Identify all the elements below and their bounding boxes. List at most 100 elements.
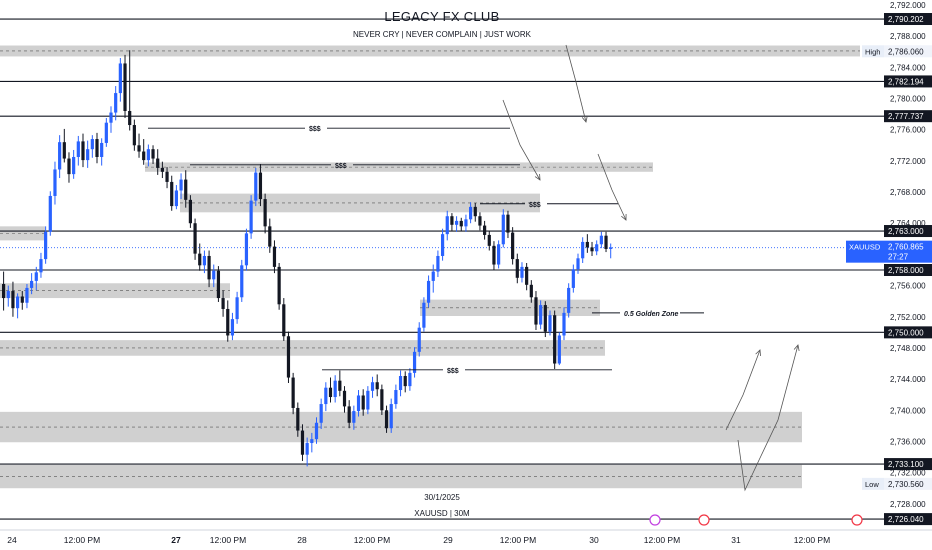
- candle-body: [286, 336, 291, 378]
- candle-body: [422, 302, 426, 328]
- candle-body: [16, 296, 20, 309]
- y-tick-label: 2,768.000: [890, 188, 926, 197]
- candle-body: [114, 93, 118, 113]
- level-tag-label: 2,750.000: [888, 328, 924, 337]
- y-tick-label: 2,792.000: [890, 1, 926, 10]
- level-tag-bg: [884, 513, 932, 526]
- candle-body: [380, 389, 384, 411]
- candle: [356, 390, 361, 417]
- candle-body: [198, 253, 202, 266]
- candle: [305, 437, 309, 467]
- candle-body: [174, 190, 178, 207]
- annotation-label: $$$: [529, 202, 541, 209]
- candle-body: [464, 219, 468, 227]
- candle-body: [366, 390, 370, 410]
- candle-body: [72, 156, 76, 175]
- candle: [226, 300, 230, 342]
- projection-arrow: [737, 344, 799, 492]
- candle-body: [44, 231, 48, 260]
- candle-body: [548, 315, 552, 332]
- candle-body: [30, 280, 34, 288]
- candle: [44, 226, 48, 264]
- candle: [599, 231, 603, 249]
- candle: [198, 243, 202, 271]
- candle: [557, 332, 561, 366]
- level-tag-bg: [884, 110, 932, 123]
- candle: [258, 164, 263, 207]
- date-note: 30/1/2025: [424, 493, 460, 502]
- candle: [76, 135, 80, 166]
- high-tag-bg: [862, 45, 884, 58]
- x-tick-label: 31: [731, 535, 741, 545]
- y-tick-label: 2,784.000: [890, 63, 926, 72]
- candle-body: [184, 179, 188, 200]
- candle-body: [356, 395, 361, 412]
- candle: [478, 212, 482, 231]
- candle: [445, 210, 449, 241]
- candle: [333, 375, 337, 403]
- candle-body: [258, 172, 263, 200]
- candle: [254, 167, 258, 207]
- candle: [515, 253, 519, 284]
- level-tag-bg: [884, 13, 932, 26]
- candle: [81, 133, 85, 168]
- candle: [366, 386, 370, 415]
- candle: [319, 398, 323, 429]
- candle-body: [431, 271, 435, 281]
- candles-layer: [2, 50, 613, 467]
- candle-body: [95, 139, 99, 157]
- candle-body: [440, 234, 445, 256]
- candle-body: [20, 296, 24, 303]
- level-tag-label: 2,733.100: [888, 460, 924, 469]
- event-icon: [698, 514, 710, 526]
- candle-body: [553, 315, 557, 364]
- candle: [422, 297, 426, 332]
- candle-body: [137, 145, 141, 152]
- candle: [34, 266, 38, 291]
- candle-body: [370, 382, 375, 391]
- candle: [174, 185, 178, 210]
- y-tick-label: 2,752.000: [890, 313, 926, 322]
- candle-body: [226, 308, 230, 336]
- candle-body: [67, 158, 71, 175]
- candle-body: [473, 206, 477, 217]
- candle-body: [525, 266, 529, 285]
- candle-body: [277, 266, 281, 305]
- candle-body: [291, 377, 295, 408]
- candle: [193, 218, 197, 260]
- y-tick-label: 2,728.000: [890, 500, 926, 509]
- candle: [483, 220, 487, 240]
- candle-body: [352, 411, 356, 423]
- candle: [389, 398, 393, 433]
- price-axis[interactable]: 2,728.000 2,732.000 2,736.000 2,740.000 2,74…: [846, 0, 932, 550]
- candle-body: [160, 167, 164, 172]
- candle: [571, 264, 575, 293]
- candle-body: [170, 181, 174, 207]
- candle: [473, 202, 477, 222]
- levels-layer: [0, 18, 884, 520]
- candle-body: [562, 312, 566, 336]
- candle: [221, 290, 225, 317]
- candle-body: [501, 214, 505, 245]
- candle: [137, 133, 141, 158]
- candle-body: [534, 297, 538, 325]
- candle-body: [403, 376, 407, 387]
- candle: [440, 228, 445, 261]
- candle: [235, 291, 239, 324]
- candle: [160, 161, 164, 179]
- candle: [497, 240, 501, 269]
- candle: [553, 310, 557, 369]
- candle: [114, 86, 118, 121]
- candle: [277, 262, 281, 310]
- x-tick-label: 12:00 PM: [794, 535, 830, 545]
- candle: [487, 231, 491, 251]
- candle: [459, 217, 463, 232]
- candle: [562, 307, 566, 341]
- annotation-label: $$$: [335, 163, 347, 170]
- y-tick-label: 2,736.000: [890, 437, 926, 446]
- current-price-label: 2,760.865: [888, 243, 924, 252]
- candle-body: [375, 382, 379, 390]
- candle: [263, 193, 267, 234]
- time-axis[interactable]: 24 12:00 PM 27 12:00 PM 28 12:00 PM 29 12:00 PM…: [0, 529, 932, 545]
